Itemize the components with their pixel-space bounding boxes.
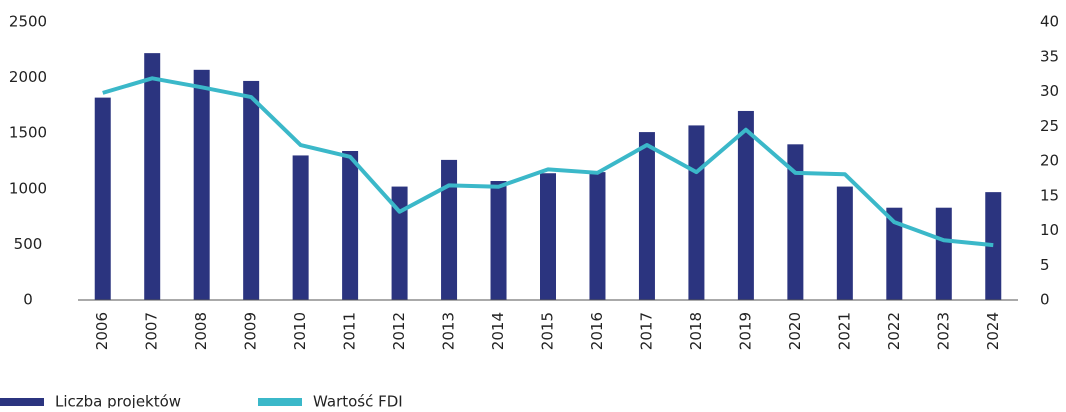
y-tick-label: 500	[14, 235, 43, 253]
legend-swatch	[258, 398, 302, 406]
x-tick-label: 2015	[539, 312, 557, 350]
x-tick-label: 2019	[736, 312, 754, 350]
y-tick-label: 2000	[9, 68, 47, 86]
x-tick-label: 2018	[687, 312, 705, 350]
x-tick-label: 2021	[835, 312, 853, 350]
x-tick-label: 2011	[341, 312, 359, 350]
bar	[688, 125, 705, 300]
bar	[94, 97, 111, 300]
bar	[342, 150, 359, 300]
y2-tick-label: 0	[1040, 291, 1050, 309]
y-tick-label: 0	[23, 291, 33, 309]
bar	[787, 144, 804, 300]
y2-tick-label: 15	[1040, 186, 1059, 204]
bar	[836, 186, 853, 300]
x-tick-label: 2006	[93, 312, 111, 350]
y2-tick-label: 40	[1040, 13, 1059, 31]
bar	[441, 159, 458, 300]
bar	[243, 80, 260, 300]
bar	[540, 173, 556, 300]
x-tick-label: 2010	[291, 312, 309, 350]
x-tick-label: 2013	[440, 312, 458, 350]
y2-tick-label: 25	[1040, 117, 1059, 135]
bar	[589, 172, 606, 300]
bar	[737, 110, 754, 301]
bar	[292, 155, 309, 300]
bar	[391, 186, 408, 300]
bar	[638, 132, 655, 300]
bar	[193, 69, 210, 300]
legend-label: Wartość FDI	[313, 393, 403, 409]
y2-tick-label: 10	[1040, 221, 1059, 239]
y2-tick-label: 20	[1040, 152, 1059, 170]
x-tick-label: 2014	[489, 312, 507, 350]
x-tick-label: 2017	[637, 312, 655, 350]
x-tick-label: 2012	[390, 312, 408, 350]
y2-tick-label: 35	[1040, 47, 1059, 65]
x-tick-label: 2016	[588, 312, 606, 350]
x-tick-label: 2007	[143, 312, 161, 350]
x-tick-label: 2020	[786, 312, 804, 350]
bar	[935, 207, 952, 300]
bar	[490, 181, 507, 300]
legend-label: Liczba projektów	[55, 393, 181, 409]
y-tick-label: 1500	[9, 124, 47, 142]
x-tick-label: 2008	[192, 312, 210, 350]
y-tick-label: 1000	[9, 179, 47, 197]
legend-swatch	[0, 398, 44, 406]
x-tick-label: 2009	[242, 312, 260, 350]
x-tick-label: 2024	[984, 312, 1002, 350]
y2-tick-label: 30	[1040, 82, 1059, 100]
y-tick-label: 2500	[9, 13, 47, 31]
x-tick-label: 2022	[885, 312, 903, 350]
bar	[985, 192, 1002, 300]
line	[102, 76, 994, 248]
x-tick-label: 2023	[934, 312, 952, 350]
y2-tick-label: 5	[1040, 256, 1050, 274]
bar	[886, 207, 903, 300]
bar	[144, 53, 161, 300]
